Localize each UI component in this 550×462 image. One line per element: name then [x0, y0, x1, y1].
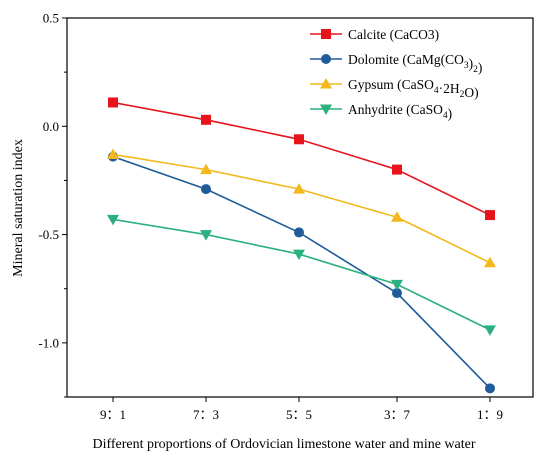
- y-tick-label: -1.0: [38, 335, 59, 350]
- data-point: [485, 210, 495, 221]
- data-point: [391, 211, 403, 222]
- data-point: [293, 249, 305, 261]
- legend-marker: [321, 29, 331, 39]
- series-group: [108, 97, 495, 221]
- series-line: [112, 153, 491, 264]
- legend-item: Dolomite (CaMg(CO3)2): [310, 52, 482, 75]
- plot-frame: [66, 17, 534, 398]
- data-point: [107, 214, 119, 226]
- x-tick-label: 9：1: [100, 407, 126, 422]
- data-point: [294, 134, 304, 145]
- series-group: [107, 148, 496, 268]
- data-point: [485, 383, 495, 394]
- x-tick-label: 3：7: [384, 407, 411, 422]
- legend-marker: [321, 54, 331, 64]
- legend-label: Calcite (CaCO3): [348, 27, 439, 42]
- legend-item: Gypsum (CaSO4·2H2O): [310, 77, 479, 100]
- x-axis: 9：1 7：3 5：5 3：7 1：9: [100, 397, 503, 422]
- x-tick-label: 1：9: [477, 407, 503, 422]
- data-point: [293, 183, 305, 194]
- data-point: [294, 227, 304, 238]
- data-point: [107, 148, 119, 159]
- series-group: [107, 214, 496, 336]
- legend-label: Gypsum (CaSO4·2H2O): [348, 77, 479, 100]
- data-point: [108, 97, 118, 108]
- legend-marker: [320, 78, 332, 89]
- legend-label: Dolomite (CaMg(CO3)2): [348, 52, 482, 75]
- x-axis-title: Different proportions of Ordovician lime…: [92, 437, 475, 452]
- data-point: [391, 279, 403, 291]
- data-point: [200, 230, 212, 241]
- y-tick-label: 0.0: [43, 119, 59, 134]
- data-point: [484, 325, 496, 336]
- series-line: [112, 101, 491, 216]
- legend-label: Anhydrite (CaSO4): [348, 102, 452, 121]
- data-point: [392, 288, 402, 299]
- y-axis-title: Mineral saturation index: [11, 139, 26, 277]
- data-point: [484, 256, 496, 268]
- x-tick-label: 5：5: [286, 407, 312, 422]
- y-tick-label: -0.5: [38, 227, 59, 242]
- data-point: [201, 114, 211, 125]
- legend-item: Calcite (CaCO3): [310, 27, 439, 42]
- data-point: [392, 164, 402, 175]
- data-point: [200, 163, 212, 175]
- legend-item: Anhydrite (CaSO4): [310, 102, 452, 121]
- data-point: [201, 184, 211, 195]
- y-tick-label: 0.5: [43, 11, 59, 26]
- x-tick-label: 7：3: [193, 407, 219, 422]
- legend: Calcite (CaCO3) Dolomite (CaMg(CO3)2)Gyps…: [310, 27, 482, 121]
- series-layer: [107, 97, 496, 394]
- legend-marker: [320, 104, 332, 115]
- y-axis: 0.5 0.0 -0.5 -1.0: [38, 11, 67, 398]
